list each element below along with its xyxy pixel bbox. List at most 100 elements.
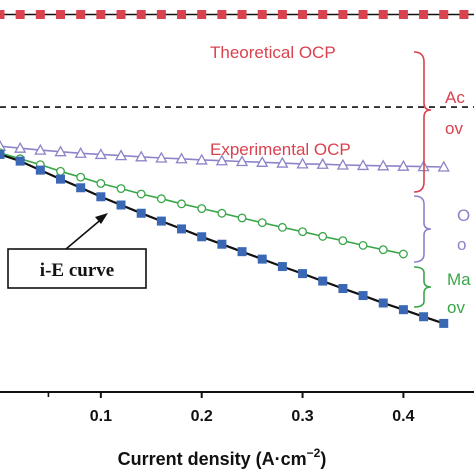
ohmic-series-point <box>397 159 410 171</box>
activation-overpotential-label-line1: Ac <box>445 88 465 107</box>
mass-series-point <box>197 204 207 213</box>
ie-series-point <box>439 318 449 328</box>
ie-series-point <box>96 192 106 202</box>
ie-series-point <box>35 165 45 175</box>
ohmic-series-point <box>356 159 370 171</box>
x-axis-label: Current density (A·cm−2) <box>118 446 327 469</box>
ie-curve-label-box <box>7 248 147 289</box>
x-axis-label-superscript: −2 <box>307 446 321 460</box>
ie-series-point <box>358 291 368 301</box>
ohmic-overpotential-label-line1: O <box>457 206 470 225</box>
ohmic-series-point <box>114 149 128 161</box>
ie-series-point <box>257 254 267 264</box>
ohmic-series-point <box>94 148 107 160</box>
experimental-ocp-label: Experimental OCP <box>210 140 351 159</box>
x-axis-label-main: Current density (A·cm <box>118 449 307 469</box>
mass-series-point <box>398 249 408 259</box>
series-layer <box>0 10 469 328</box>
ohmic-series-point <box>54 145 67 157</box>
mass-series-point <box>217 208 227 218</box>
ie-series-point <box>0 149 5 159</box>
ie-series-line <box>0 153 445 325</box>
ohmic-series-point <box>195 153 208 165</box>
x-axis-label-close: ) <box>320 449 326 469</box>
ie-series-point <box>15 156 25 166</box>
ohmic-series-point <box>155 151 168 163</box>
mass-series-point <box>378 245 388 255</box>
ohmic-series-point <box>296 157 309 169</box>
mass-series-point <box>257 218 267 228</box>
theoretical-ocp-point <box>116 10 126 20</box>
mass-overpotential-label-line1: Ma <box>447 270 471 289</box>
ohmic-series-point <box>377 159 390 171</box>
ie-series-point <box>177 224 187 234</box>
theoretical-ocp-point <box>398 10 408 20</box>
theoretical-ocp-point <box>56 10 66 20</box>
ie-series-point <box>56 174 66 184</box>
ohmic-series-point <box>175 152 188 164</box>
ie-series-point <box>156 216 166 226</box>
mass-series-point <box>338 236 348 246</box>
activation-overpotential-label-line2: ov <box>445 119 463 138</box>
ie-series-point <box>116 200 126 210</box>
ohmic-series-point <box>336 158 349 170</box>
ie-curve-arrowhead <box>95 213 108 224</box>
ie-series-point <box>318 276 328 286</box>
mass-series-point <box>318 231 328 241</box>
ie-series-point <box>197 232 207 242</box>
ie-series-point <box>136 208 146 218</box>
ie-series-point <box>76 183 86 193</box>
ie-series-point <box>237 247 247 257</box>
x-tick-label: 0.2 <box>191 408 213 425</box>
theoretical-ocp-point <box>136 10 146 20</box>
mass-series-point <box>358 240 368 250</box>
activation-overpotential-bracket <box>413 51 432 193</box>
mass-series-point <box>156 194 166 204</box>
ohmic-series-point <box>0 139 7 151</box>
theoretical-ocp-point <box>15 10 25 20</box>
theoretical-ocp-point <box>298 10 308 20</box>
x-axis-ticks: 0.10.20.30.40. <box>47 392 415 425</box>
ie-curve-label: i-E curve <box>40 260 114 281</box>
ie-series-point <box>378 298 388 308</box>
mass-series-point <box>237 213 247 223</box>
ie-series-point <box>277 262 287 272</box>
theoretical-ocp-point <box>0 10 5 20</box>
theoretical-ocp-point <box>277 10 287 20</box>
mass-series-point <box>298 227 308 237</box>
ohmic-series-point <box>235 155 249 167</box>
theoretical-ocp-point <box>96 10 106 20</box>
theoretical-ocp-point <box>318 10 328 20</box>
ie-series-point <box>298 269 308 279</box>
ohmic-series-point <box>256 155 269 167</box>
ie-series-point <box>338 284 348 294</box>
x-tick-label: 0.1 <box>90 408 112 425</box>
ohmic-series-point <box>316 157 329 169</box>
theoretical-ocp-point <box>378 10 388 20</box>
x-tick-label: 0.4 <box>392 408 414 425</box>
plot-area <box>0 10 474 328</box>
theoretical-ocp-point <box>217 10 227 20</box>
mass-series-point <box>116 184 126 194</box>
mass-series-point <box>96 179 106 188</box>
ohmic-series-point <box>74 146 87 158</box>
theoretical-ocp-point <box>237 10 247 20</box>
theoretical-ocp-point <box>358 10 368 20</box>
mass-overpotential-bracket <box>413 266 432 308</box>
ohmic-series-point <box>14 141 27 153</box>
mass-overpotential-label-line2: ov <box>447 298 465 317</box>
theoretical-ocp-point <box>459 10 469 20</box>
theoretical-ocp-label: Theoretical OCP <box>210 43 336 62</box>
theoretical-ocp-point <box>76 10 86 20</box>
mass-series-point <box>136 189 146 199</box>
ie-series-point <box>398 305 408 315</box>
ohmic-series-point <box>135 150 148 162</box>
theoretical-ocp-point <box>338 10 348 20</box>
theoretical-ocp-point <box>156 10 166 20</box>
x-tick-label: 0.3 <box>291 408 313 425</box>
mass-series-point <box>56 166 65 176</box>
mass-series-point <box>76 172 86 182</box>
mass-series-point <box>177 199 186 209</box>
theoretical-ocp-point <box>419 10 429 20</box>
